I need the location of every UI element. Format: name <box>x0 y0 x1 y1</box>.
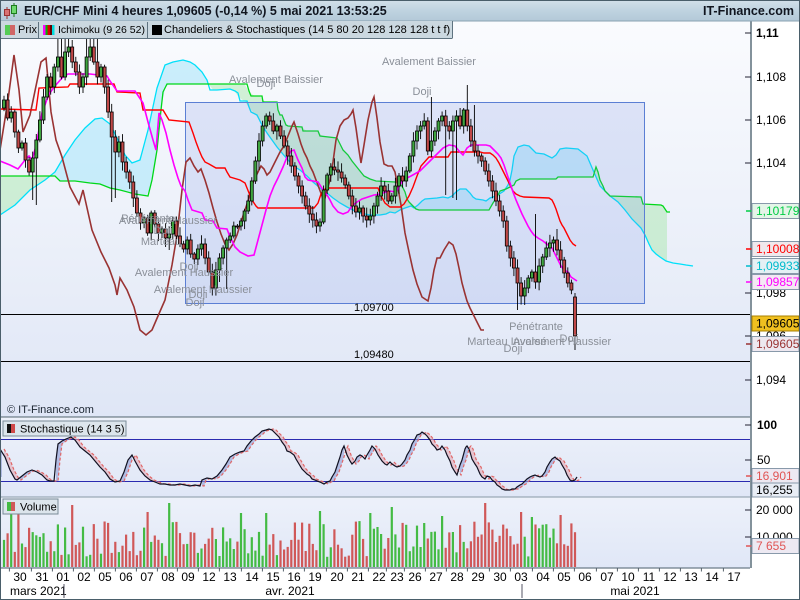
svg-text:1,09605: 1,09605 <box>756 337 800 351</box>
svg-text:Chandeliers & Stochastiques (1: Chandeliers & Stochastiques (14 5 80 20 … <box>164 24 450 36</box>
svg-text:Doji: Doji <box>257 78 276 90</box>
svg-text:avr. 2021: avr. 2021 <box>265 584 315 598</box>
svg-text:20 000: 20 000 <box>756 503 793 517</box>
svg-text:Doji: Doji <box>154 225 173 237</box>
svg-text:07: 07 <box>140 570 154 584</box>
svg-text:21: 21 <box>351 570 365 584</box>
svg-text:Avalement Haussier: Avalement Haussier <box>154 284 253 296</box>
svg-text:Doji: Doji <box>504 343 523 355</box>
svg-text:1,09480: 1,09480 <box>354 349 394 361</box>
svg-text:1,106: 1,106 <box>756 113 786 127</box>
svg-text:1,09857: 1,09857 <box>756 275 800 289</box>
svg-text:19: 19 <box>308 570 322 584</box>
svg-text:mai 2021: mai 2021 <box>610 584 660 598</box>
svg-text:Doji: Doji <box>186 297 205 309</box>
svg-text:07: 07 <box>600 570 614 584</box>
svg-text:14: 14 <box>705 570 719 584</box>
svg-text:100: 100 <box>757 418 777 432</box>
svg-text:03: 03 <box>514 570 528 584</box>
svg-text:© IT-Finance.com: © IT-Finance.com <box>7 404 94 416</box>
svg-text:30: 30 <box>493 570 507 584</box>
svg-text:08: 08 <box>161 570 175 584</box>
svg-text:1,094: 1,094 <box>756 373 786 387</box>
svg-text:06: 06 <box>578 570 592 584</box>
svg-text:15: 15 <box>266 570 280 584</box>
svg-text:10: 10 <box>621 570 635 584</box>
svg-text:26: 26 <box>408 570 422 584</box>
svg-text:20: 20 <box>330 570 344 584</box>
svg-text:mars 2021: mars 2021 <box>10 584 67 598</box>
svg-text:12: 12 <box>663 570 677 584</box>
svg-text:Avalement Haussier: Avalement Haussier <box>513 336 612 348</box>
svg-text:1,09700: 1,09700 <box>354 302 394 314</box>
svg-text:04: 04 <box>536 570 550 584</box>
svg-text:1,104: 1,104 <box>756 156 786 170</box>
svg-text:Ichimoku (9 26 52): Ichimoku (9 26 52) <box>58 24 145 36</box>
svg-text:Avalement Baissier: Avalement Baissier <box>382 56 476 68</box>
svg-text:1,09933: 1,09933 <box>756 259 800 273</box>
svg-text:Stochastique (14 3 5): Stochastique (14 3 5) <box>20 424 125 436</box>
svg-text:05: 05 <box>557 570 571 584</box>
svg-text:05: 05 <box>98 570 112 584</box>
svg-text:Pénétrante: Pénétrante <box>509 321 563 333</box>
svg-text:1,11: 1,11 <box>756 26 779 40</box>
svg-text:Marteau: Marteau <box>141 236 181 248</box>
svg-text:23: 23 <box>390 570 404 584</box>
svg-text:06: 06 <box>119 570 133 584</box>
svg-text:02: 02 <box>77 570 91 584</box>
svg-text:11: 11 <box>643 570 656 584</box>
svg-text:Avalement Haussier: Avalement Haussier <box>135 267 234 279</box>
svg-text:09: 09 <box>181 570 195 584</box>
svg-text:Avalement Haussier: Avalement Haussier <box>119 215 218 227</box>
svg-text:1,10179: 1,10179 <box>756 204 800 218</box>
svg-text:IT-Finance.com: IT-Finance.com <box>703 4 794 18</box>
svg-text:1,10008: 1,10008 <box>756 242 800 256</box>
svg-text:50: 50 <box>757 453 771 467</box>
svg-text:Doji: Doji <box>189 289 208 301</box>
svg-text:EUR/CHF Mini 4 heures 1,09605: EUR/CHF Mini 4 heures 1,09605 (-0,14 %) … <box>24 4 387 18</box>
svg-text:7 655: 7 655 <box>756 539 786 553</box>
svg-text:14: 14 <box>245 570 259 584</box>
svg-text:29: 29 <box>471 570 485 584</box>
svg-text:Volume: Volume <box>20 502 57 514</box>
svg-text:16,255: 16,255 <box>756 483 793 497</box>
svg-text:1,108: 1,108 <box>756 70 786 84</box>
svg-text:13: 13 <box>684 570 698 584</box>
svg-text:Doji: Doji <box>560 333 579 345</box>
svg-text:22: 22 <box>372 570 386 584</box>
svg-text:16: 16 <box>287 570 301 584</box>
svg-text:Doji: Doji <box>413 86 432 98</box>
svg-text:16,901: 16,901 <box>756 469 793 483</box>
svg-text:12: 12 <box>202 570 216 584</box>
svg-text:Marteau Inversé: Marteau Inversé <box>467 336 546 348</box>
svg-text:13: 13 <box>223 570 237 584</box>
svg-text:17: 17 <box>727 570 741 584</box>
svg-text:Pénétrante: Pénétrante <box>121 213 175 225</box>
svg-text:30: 30 <box>13 570 27 584</box>
svg-text:Prix: Prix <box>18 24 37 36</box>
svg-text:27: 27 <box>429 570 443 584</box>
svg-text:31: 31 <box>35 570 49 584</box>
svg-text:28: 28 <box>450 570 464 584</box>
svg-text:1,09605: 1,09605 <box>756 317 800 331</box>
svg-text:Doji: Doji <box>180 261 199 273</box>
svg-text:01: 01 <box>56 570 70 584</box>
svg-text:Avalement Baissier: Avalement Baissier <box>229 74 323 86</box>
